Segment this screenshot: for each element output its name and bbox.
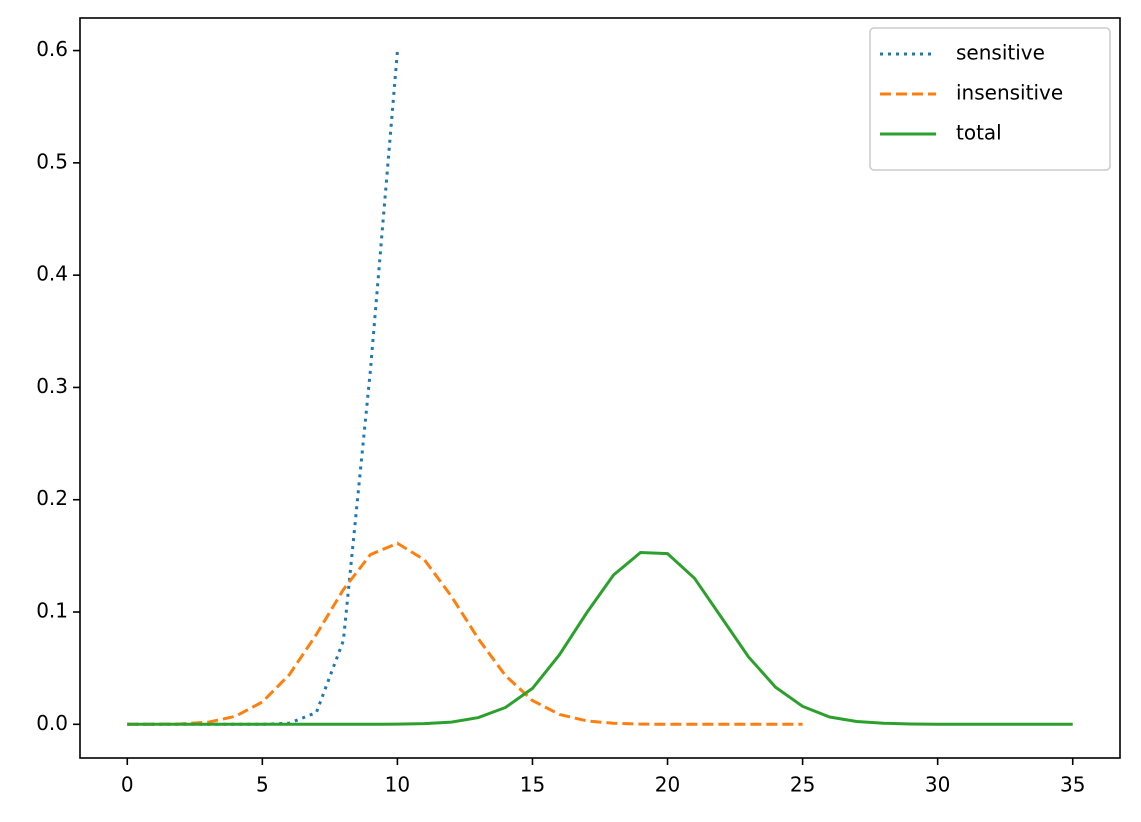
x-tick-label: 20 <box>655 773 680 797</box>
y-tick-label: 0.6 <box>36 37 68 61</box>
plot-frame <box>79 17 1121 759</box>
line-series <box>127 550 1073 726</box>
legend-label: sensitive <box>956 41 1045 65</box>
x-tick-label: 10 <box>385 773 410 797</box>
line-series <box>127 541 803 726</box>
x-tick-label: 0 <box>121 773 134 797</box>
y-tick-label: 0.5 <box>36 149 68 173</box>
legend-label: insensitive <box>956 81 1063 105</box>
x-tick-label: 35 <box>1060 773 1085 797</box>
y-tick-label: 0.2 <box>36 486 68 510</box>
x-tick-label: 30 <box>925 773 950 797</box>
y-tick-label: 0.3 <box>36 374 68 398</box>
y-tick-label: 0.0 <box>36 711 68 735</box>
x-tick-label: 5 <box>256 773 269 797</box>
x-tick-label: 15 <box>520 773 545 797</box>
x-tick-label: 25 <box>790 773 815 797</box>
legend-label: total <box>956 121 1002 145</box>
y-tick-label: 0.4 <box>36 262 68 286</box>
y-tick-label: 0.1 <box>36 599 68 623</box>
